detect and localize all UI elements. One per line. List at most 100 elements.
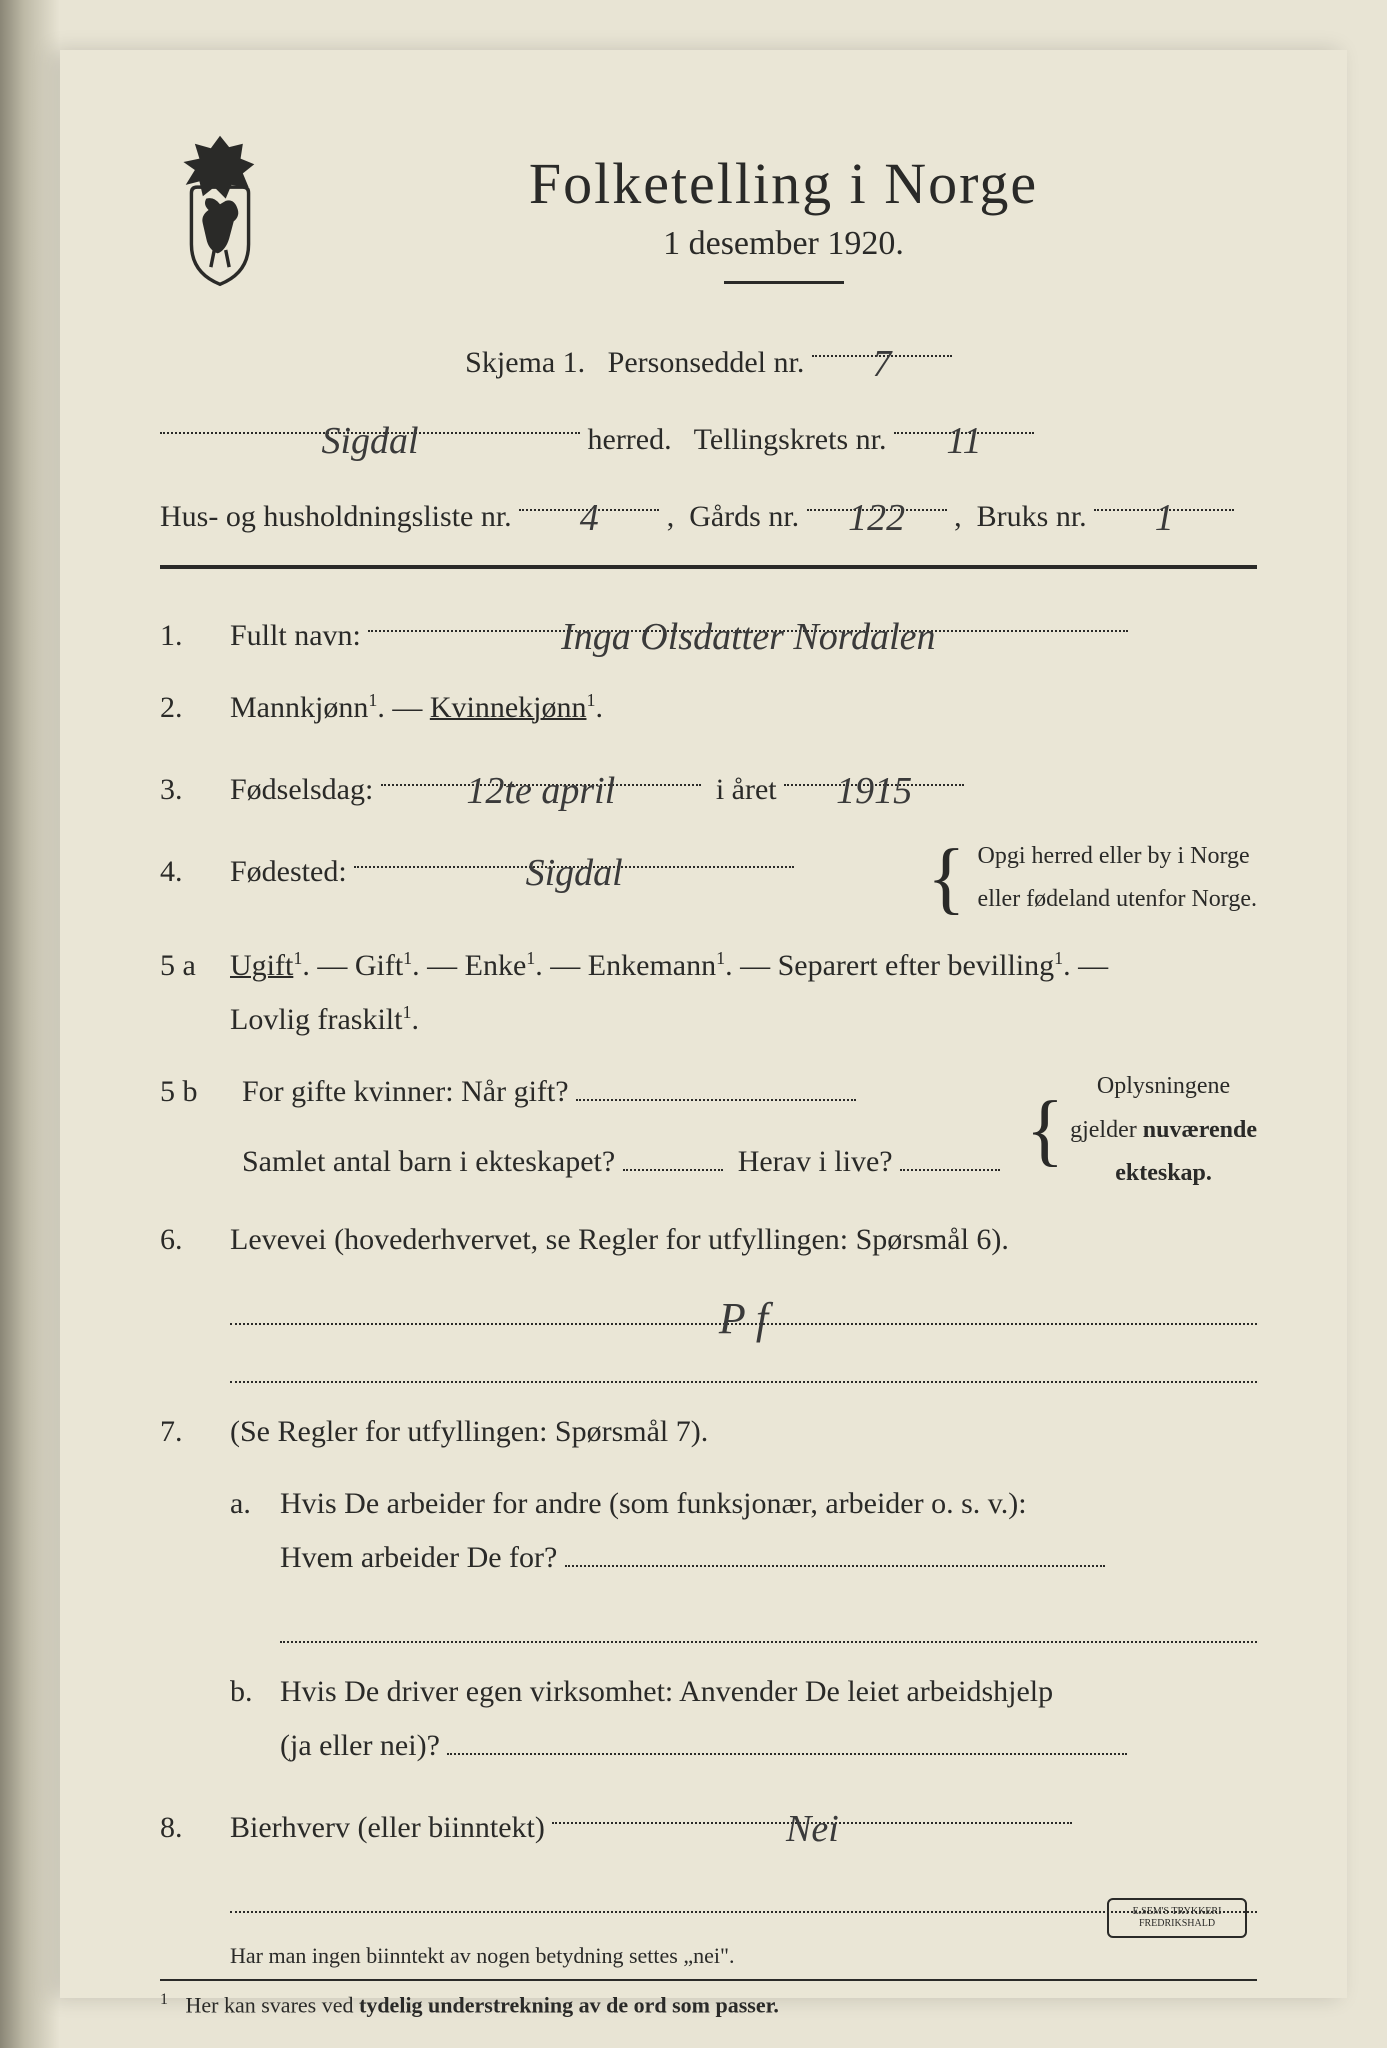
q4-left: Fødested: Sigdal <box>230 835 794 899</box>
hushold-label: Hus- og husholdningsliste nr. <box>160 500 512 533</box>
dash-5a1: — <box>420 949 465 982</box>
q4-body: Fødested: Sigdal { Opgi herred eller by … <box>230 835 1257 921</box>
dash-5a0: — <box>310 949 355 982</box>
dash-2: — <box>392 691 430 724</box>
q8-body: Bierhverv (eller biinntekt) Nei <box>230 1791 1257 1855</box>
page-edge-shadow <box>0 0 60 2048</box>
hushold-field: 4 <box>519 478 659 511</box>
thin-rule <box>160 1979 1257 1981</box>
question-2: 2. Mannkjønn1. — Kvinnekjønn1. <box>160 681 1257 735</box>
q3-day-field: 12te april <box>381 753 701 786</box>
q3-body: Fødselsdag: 12te april i året 1915 <box>230 753 1257 817</box>
question-7b: b. Hvis De driver egen virksomhet: Anven… <box>230 1665 1257 1773</box>
footnote-num: 1 <box>160 1991 168 2008</box>
q6-num: 6. <box>160 1213 230 1267</box>
dot-5a2: . <box>535 949 543 982</box>
personseddel-nr: 7 <box>872 343 891 385</box>
personseddel-label: Personseddel nr. <box>608 346 805 379</box>
question-4: 4. Fødested: Sigdal { Opgi herred eller … <box>160 835 1257 921</box>
question-1: 1. Fullt navn: Inga Olsdatter Nordalen <box>160 599 1257 663</box>
dot-5a5: . <box>411 1003 419 1036</box>
q2-body: Mannkjønn1. — Kvinnekjønn1. <box>230 681 1257 735</box>
question-5a: 5 a Ugift1. — Gift1. — Enke1. — Enkemann… <box>160 939 1257 1047</box>
q3-num: 3. <box>160 763 230 817</box>
meta-line-1: Skjema 1. Personseddel nr. 7 <box>160 324 1257 391</box>
question-8: 8. Bierhverv (eller biinntekt) Nei <box>160 1791 1257 1855</box>
q7a-body: Hvis De arbeider for andre (som funksjon… <box>280 1477 1257 1585</box>
q5a-opt-1: Gift <box>355 949 403 982</box>
sup-5a3: 1 <box>716 948 725 968</box>
title-block: Folketelling i Norge 1 desember 1920. <box>310 130 1257 314</box>
q5b-note1: Oplysningene <box>1097 1073 1230 1099</box>
q5b-line1: For gifte kvinner: Når gift? <box>242 1075 569 1108</box>
question-6: 6. Levevei (hovederhvervet, se Regler fo… <box>160 1213 1257 1267</box>
question-5b: 5 b For gifte kvinner: Når gift? Samlet … <box>160 1065 1257 1195</box>
q4-label: Fødested: <box>230 855 347 888</box>
q7a-text2: Hvem arbeider De for? <box>280 1541 557 1574</box>
q7a-fill <box>280 1607 1257 1643</box>
q7a-num: a. <box>230 1477 280 1531</box>
q3-i-aret: i året <box>716 773 777 806</box>
q1-body: Fullt navn: Inga Olsdatter Nordalen <box>230 599 1257 663</box>
q5a-num: 5 a <box>160 939 230 993</box>
q8-fill <box>230 1877 1257 1913</box>
dash-5a2: — <box>543 949 588 982</box>
q5b-note: { Oplysningene gjelder nuværende ekteska… <box>1020 1065 1257 1195</box>
q1-value: Inga Olsdatter Nordalen <box>561 616 935 658</box>
dot-5a1: . <box>412 949 420 982</box>
q7-num: 7. <box>160 1405 230 1459</box>
footnote-text: Her kan svares ved tydelig understreknin… <box>186 1992 779 2017</box>
brace-icon: { <box>927 854 965 902</box>
q7a-field <box>565 1534 1105 1567</box>
q2-kvinne: Kvinnekjønn <box>430 691 587 724</box>
q2-mann: Mannkjønn <box>230 691 368 724</box>
q7b-text1: Hvis De driver egen virksomhet: Anvender… <box>280 1675 1053 1708</box>
q4-note-line1: Opgi herred eller by i Norge <box>978 843 1250 869</box>
bruks-label: Bruks nr. <box>977 500 1087 533</box>
herred-label: herred. <box>588 423 672 456</box>
sup-2a: 1 <box>368 690 377 710</box>
q5a-opt-5: Lovlig fraskilt <box>230 1003 402 1036</box>
q1-num: 1. <box>160 609 230 663</box>
q4-note-line2: eller fødeland utenfor Norge. <box>978 886 1257 912</box>
q5a-body: Ugift1. — Gift1. — Enke1. — Enkemann1. —… <box>230 939 1257 1047</box>
q7b-num: b. <box>230 1665 280 1719</box>
comma-1: , <box>667 500 675 533</box>
q7b-text2: (ja eller nei)? <box>280 1729 440 1762</box>
dot-2b: . <box>595 691 603 724</box>
bruks-nr: 1 <box>1155 497 1174 539</box>
herred-field: Sigdal <box>160 401 580 434</box>
q8-num: 8. <box>160 1801 230 1855</box>
q5a-opt-4: Separert efter bevilling <box>778 949 1055 982</box>
sup-5a1: 1 <box>403 948 412 968</box>
q5a-opt-2: Enke <box>465 949 527 982</box>
q3-day: 12te april <box>466 770 615 812</box>
gards-field: 122 <box>807 478 947 511</box>
page-subtitle: 1 desember 1920. <box>310 225 1257 263</box>
q3-year-field: 1915 <box>784 753 964 786</box>
meta-line-2: Sigdal herred. Tellingskrets nr. 11 <box>160 401 1257 468</box>
q1-field: Inga Olsdatter Nordalen <box>368 599 1128 632</box>
thick-rule <box>160 565 1257 569</box>
document-page: Folketelling i Norge 1 desember 1920. Sk… <box>60 50 1347 1998</box>
sup-5a4: 1 <box>1054 948 1063 968</box>
q7-label: (Se Regler for utfyllingen: Spørsmål 7). <box>230 1415 708 1448</box>
printer-stamp: E.SEM'S TRYKKERI FREDRIKSHALD <box>1107 1898 1247 1938</box>
q8-value: Nei <box>786 1808 839 1850</box>
brace-icon-2: { <box>1026 1106 1064 1154</box>
q5b-note3: ekteskap. <box>1115 1160 1212 1186</box>
q3-year: 1915 <box>836 770 912 812</box>
q5b-note2: gjelder nuværende <box>1070 1117 1257 1143</box>
q5b-line1-row: For gifte kvinner: Når gift? <box>242 1065 1008 1119</box>
dash-5a4: — <box>1071 949 1109 982</box>
dot-5a0: . <box>302 949 310 982</box>
q5b-num: 5 b <box>160 1065 230 1119</box>
page-title: Folketelling i Norge <box>310 150 1257 217</box>
dot-5a3: . <box>725 949 733 982</box>
q1-label: Fullt navn: <box>230 619 361 652</box>
tellingskrets-field: 11 <box>894 401 1034 434</box>
q5a-opt-0: Ugift <box>230 949 293 982</box>
dot-5a4: . <box>1063 949 1071 982</box>
question-3: 3. Fødselsdag: 12te april i året 1915 <box>160 753 1257 817</box>
q7b-body: Hvis De driver egen virksomhet: Anvender… <box>280 1665 1257 1773</box>
